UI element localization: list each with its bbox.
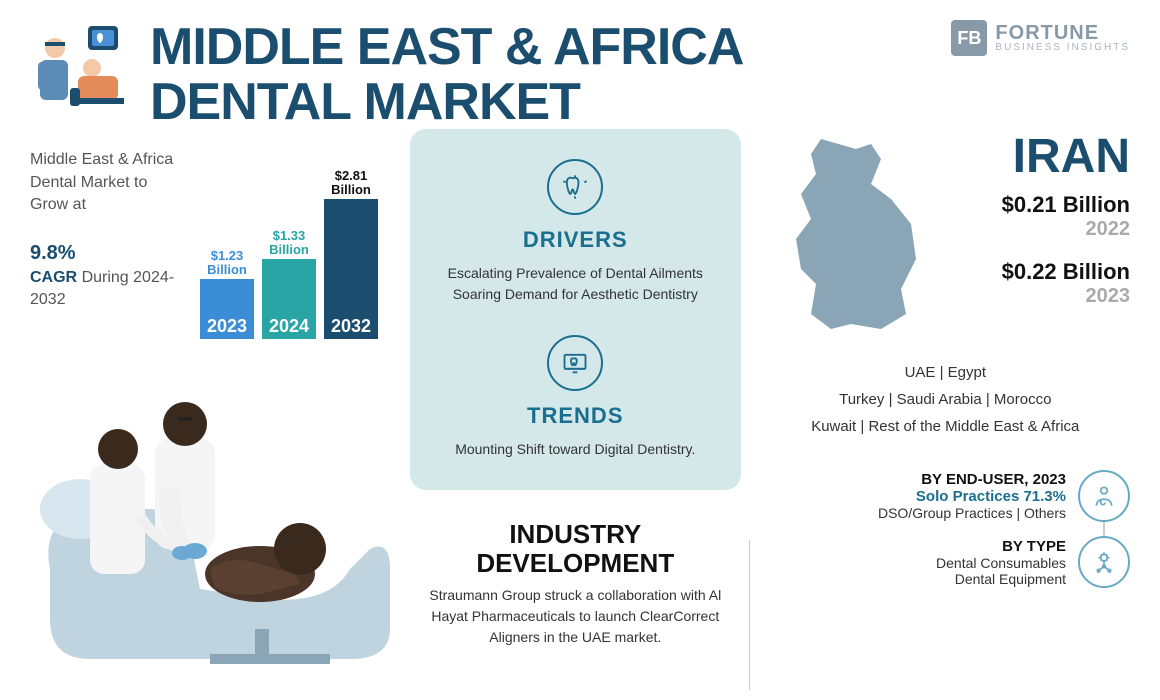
- countries-line2: Turkey | Saudi Arabia | Morocco: [761, 386, 1130, 413]
- seg-enduser-highlight: Solo Practices 71.3%: [878, 488, 1066, 505]
- doctor-icon: [1078, 470, 1130, 522]
- chart-bar: $2.81Billion2032: [324, 169, 378, 340]
- iran-year-0: 2022: [967, 218, 1130, 241]
- gear-network-icon: [1078, 536, 1130, 588]
- seg-type-heading: BY TYPE: [936, 538, 1066, 555]
- drivers-heading: DRIVERS: [434, 227, 717, 253]
- growth-summary: Middle East & Africa Dental Market to Gr…: [30, 149, 180, 339]
- industry-body: Straumann Group struck a collaboration w…: [410, 585, 741, 648]
- logo-main-text: FORTUNE: [995, 23, 1130, 43]
- industry-development: INDUSTRY DEVELOPMENT Straumann Group str…: [410, 520, 741, 648]
- seg-enduser-body: DSO/Group Practices | Others: [878, 505, 1066, 521]
- segment-end-user: BY END-USER, 2023 Solo Practices 71.3% D…: [761, 470, 1130, 522]
- seg-type-line1: Dental Consumables: [936, 555, 1066, 571]
- countries-line3: Kuwait | Rest of the Middle East & Afric…: [761, 413, 1130, 440]
- iran-val-0: $0.21 Billion: [967, 192, 1130, 218]
- drivers-icon: [547, 159, 603, 215]
- countries-line1: UAE | Egypt: [761, 359, 1130, 386]
- drivers-line1: Escalating Prevalence of Dental Ailments: [434, 263, 717, 284]
- trends-body: Mounting Shift toward Digital Dentistry.: [434, 439, 717, 460]
- seg-type-line2: Dental Equipment: [936, 571, 1066, 587]
- logo-sub-text: BUSINESS INSIGHTS: [995, 43, 1130, 53]
- logo-mark-icon: FB: [951, 20, 987, 56]
- drivers-trends-card: DRIVERS Escalating Prevalence of Dental …: [410, 129, 741, 490]
- page-title: MIDDLE EAST & AFRICA DENTAL MARKET: [150, 20, 951, 129]
- segment-type: BY TYPE Dental Consumables Dental Equipm…: [761, 536, 1130, 588]
- trends-heading: TRENDS: [434, 403, 717, 429]
- iran-year-1: 2023: [967, 285, 1130, 308]
- iran-map-icon: [761, 129, 951, 339]
- seg-enduser-heading: BY END-USER, 2023: [878, 471, 1066, 488]
- drivers-line2: Soaring Demand for Aesthetic Dentistry: [434, 284, 717, 305]
- divider-line: [749, 540, 750, 690]
- cagr-value: 9.8%: [30, 242, 76, 264]
- iran-val-1: $0.22 Billion: [967, 259, 1130, 285]
- cagr-label: CAGR: [30, 269, 77, 286]
- chart-bar: $1.33Billion2024: [262, 229, 316, 340]
- growth-intro: Middle East & Africa Dental Market to Gr…: [30, 151, 173, 213]
- growth-bar-chart: $1.23Billion2023$1.33Billion2024$2.81Bil…: [200, 149, 378, 339]
- country-list: UAE | Egypt Turkey | Saudi Arabia | Moro…: [761, 359, 1130, 440]
- dentist-illustration-icon: [30, 20, 130, 120]
- iran-name: IRAN: [967, 129, 1130, 184]
- industry-heading: INDUSTRY DEVELOPMENT: [410, 520, 741, 577]
- chart-bar: $1.23Billion2023: [200, 249, 254, 340]
- dentist-photo: [30, 369, 410, 689]
- brand-logo: FB FORTUNE BUSINESS INSIGHTS: [951, 20, 1130, 56]
- trends-icon: [547, 335, 603, 391]
